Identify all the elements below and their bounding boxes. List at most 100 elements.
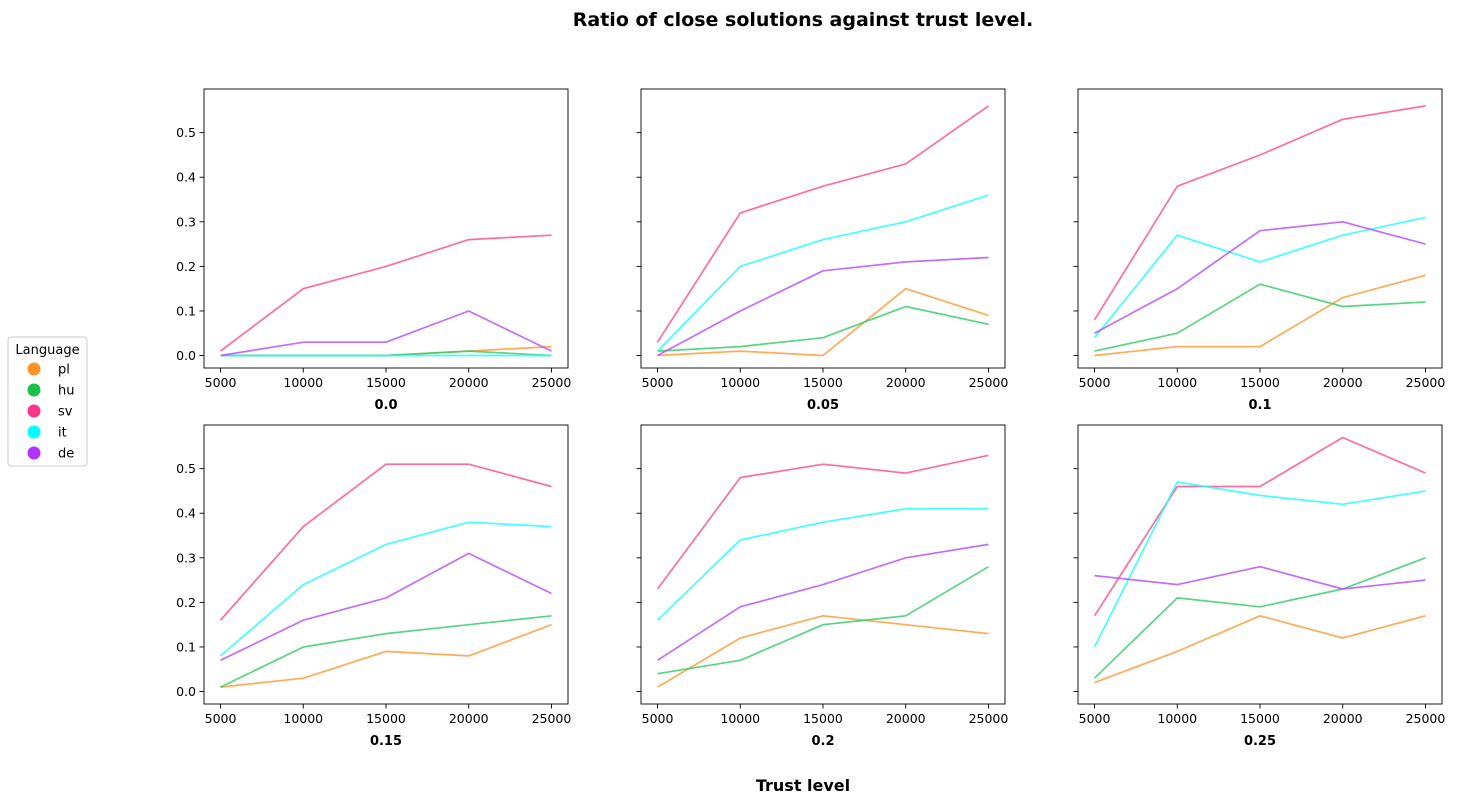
x-tick-label: 20000 (449, 375, 489, 390)
series-line-pl (657, 614, 989, 688)
subplot-frame (203, 424, 569, 705)
series-line-hu (1093, 557, 1426, 679)
subplot-frame (640, 88, 1006, 369)
y-tick-label: 0.5 (176, 461, 196, 476)
x-tick-label: 5000 (642, 375, 674, 390)
series-line-it (1093, 216, 1426, 339)
series-lines (656, 105, 989, 357)
x-tick-label: 20000 (886, 711, 926, 726)
series-line-de (1094, 565, 1426, 590)
series-line-pl (220, 623, 552, 688)
series-line-pl (1094, 614, 1426, 684)
y-tick-label: 0.2 (176, 259, 196, 274)
x-tick-label: 10000 (1157, 711, 1197, 726)
x-tick-label: 5000 (205, 711, 237, 726)
legend-title: Language (15, 343, 79, 358)
x-tick-label: 15000 (803, 711, 843, 726)
y-tick-label: 0.1 (176, 303, 196, 318)
subplot-label: 0.25 (1244, 734, 1276, 749)
x-tick-label: 5000 (1079, 711, 1111, 726)
legend-label-pl: pl (58, 363, 70, 378)
series-line-sv (219, 463, 552, 621)
legend-marker-de (27, 446, 41, 460)
x-tick-label: 15000 (1240, 375, 1280, 390)
series-line-it (219, 521, 552, 657)
legend-label-it: it (58, 426, 67, 441)
legend-marker-it (27, 425, 41, 439)
series-line-pl (657, 287, 989, 357)
subplot-label: 0.05 (807, 398, 839, 413)
legend-marker-hu (27, 383, 41, 397)
y-tick-label: 0.4 (176, 170, 196, 185)
series-line-de (220, 310, 552, 357)
subplot-0.25: 5000 10000 15000 20000 25000 0.25 (1073, 424, 1446, 749)
y-tick-label: 0.2 (176, 595, 196, 610)
legend: Language pl hu sv it de (7, 336, 88, 467)
x-tick-label: 5000 (642, 711, 674, 726)
x-tick-label: 5000 (205, 375, 237, 390)
y-tick-label: 0.3 (176, 214, 196, 229)
x-tick-label: 25000 (532, 711, 572, 726)
series-line-sv (219, 234, 552, 352)
x-tick-label: 25000 (1406, 375, 1446, 390)
series-lines (1093, 436, 1426, 684)
subplot-0.05: 5000 10000 15000 20000 25000 0.05 (636, 88, 1009, 413)
series-lines (1093, 105, 1426, 357)
x-tick-label: 25000 (532, 375, 572, 390)
series-line-it (656, 194, 989, 352)
series-line-de (657, 543, 989, 662)
subplot-frame (1077, 424, 1443, 705)
x-tick-label: 25000 (969, 711, 1009, 726)
series-line-it (1093, 481, 1426, 648)
x-tick-label: 10000 (720, 375, 760, 390)
series-line-sv (1093, 436, 1426, 617)
legend-label-sv: sv (58, 405, 73, 420)
legend-label-hu: hu (58, 384, 74, 399)
x-tick-label: 10000 (720, 711, 760, 726)
series-line-hu (657, 305, 989, 352)
series-line-hu (1094, 283, 1426, 352)
x-tick-label: 15000 (803, 375, 843, 390)
y-tick-label: 0.3 (176, 550, 196, 565)
legend-label-de: de (58, 447, 74, 462)
series-line-sv (656, 105, 989, 343)
subplot-frame (1077, 88, 1443, 369)
subplot-0.1: 5000 10000 15000 20000 25000 0.1 (1073, 88, 1446, 413)
y-tick-label: 0.5 (176, 125, 196, 140)
x-tick-label: 25000 (1406, 711, 1446, 726)
y-tick-label: 0.0 (176, 684, 196, 699)
x-tick-label: 20000 (449, 711, 489, 726)
subplot-0.15: 5000 10000 15000 20000 25000 0.0 0.1 0.2 0.3 0.4 0… (176, 424, 572, 749)
x-tick-label: 10000 (283, 711, 323, 726)
series-line-de (657, 256, 989, 357)
subplot-frame (203, 88, 569, 369)
chart-title: Ratio of close solutions against trust l… (573, 9, 1033, 31)
x-tick-label: 25000 (969, 375, 1009, 390)
series-line-de (220, 552, 552, 662)
series-line-hu (657, 565, 989, 675)
series-line-de (1094, 220, 1426, 334)
series-line-it (656, 507, 989, 621)
subplot-frame (640, 424, 1006, 705)
x-tick-label: 15000 (366, 711, 406, 726)
x-tick-label: 20000 (1323, 375, 1363, 390)
subplot-label: 0.0 (374, 398, 397, 413)
y-tick-label: 0.0 (176, 348, 196, 363)
series-line-sv (1093, 105, 1426, 321)
subplot-label: 0.1 (1248, 398, 1271, 413)
series-lines (656, 454, 989, 688)
x-tick-label: 20000 (1323, 711, 1363, 726)
x-tick-label: 10000 (1157, 375, 1197, 390)
series-lines (219, 234, 552, 357)
series-line-pl (1094, 274, 1426, 357)
y-tick-label: 0.1 (176, 639, 196, 654)
x-axis-label: Trust level (756, 776, 850, 795)
y-tick-label: 0.4 (176, 506, 196, 521)
subplot-label: 0.15 (370, 734, 402, 749)
subplot-0.2: 5000 10000 15000 20000 25000 0.2 (636, 424, 1009, 749)
legend-marker-pl (27, 362, 41, 376)
x-tick-label: 10000 (283, 375, 323, 390)
subplot-label: 0.2 (811, 734, 834, 749)
